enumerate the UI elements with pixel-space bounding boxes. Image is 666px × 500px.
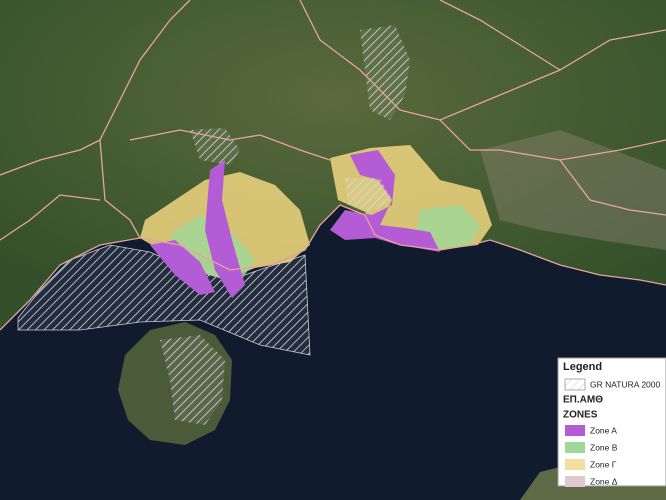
zone-a-east [330, 150, 440, 252]
borders [0, 0, 666, 331]
natura-swatch [564, 378, 586, 391]
zone-label: Zone Δ [590, 476, 618, 486]
zone-swatch [565, 476, 585, 487]
natura-swatch-border [564, 378, 586, 391]
natura-label: GR NATURA 2000 [590, 379, 661, 389]
zone-label: Zone A [590, 425, 617, 435]
zone-a-west [205, 160, 245, 298]
land-urban [480, 130, 666, 250]
zone-a-river [150, 240, 215, 295]
zones-heading: ZONES [563, 410, 598, 421]
zone-label: Zone B [590, 442, 618, 452]
island-natura [160, 335, 225, 425]
natura-gulf [345, 178, 392, 212]
zone-swatch [565, 442, 585, 453]
natura-north [360, 25, 410, 120]
legend-title: Legend [563, 361, 602, 373]
zone-swatch [565, 459, 585, 470]
natura-city [190, 128, 240, 165]
legend: Legend GR NATURA 2000 ΕΠ.ΑΜΘ ZONES Zone … [557, 357, 666, 487]
group-label: ΕΠ.ΑΜΘ [563, 395, 603, 406]
zone-swatch [565, 425, 585, 436]
zone-label: Zone Γ [590, 459, 617, 469]
